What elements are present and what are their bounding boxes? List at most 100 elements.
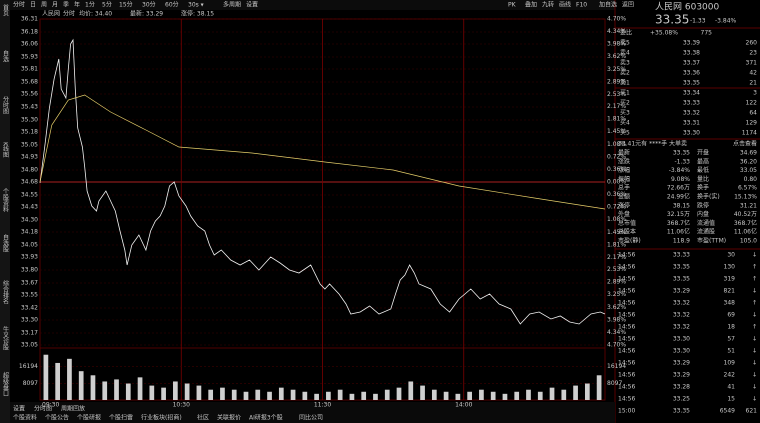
bottom-tab[interactable]: AI研报3个股 xyxy=(249,414,283,422)
tool-button[interactable]: 叠加 xyxy=(525,1,537,9)
side-tab[interactable]: 综合排名 xyxy=(2,279,9,305)
bottom-tab[interactable]: 个股公告 xyxy=(45,414,69,422)
side-tab[interactable]: 牛叉诊股 xyxy=(2,325,9,351)
volume-bar xyxy=(208,389,214,400)
bottom-tab[interactable]: 设置 xyxy=(13,405,25,413)
period-tab[interactable]: 30分 xyxy=(142,1,156,9)
y2-tick-label: 3.62% xyxy=(607,53,626,60)
tool-button[interactable]: 画线 xyxy=(559,1,571,9)
y2-tick-label: 1.45% xyxy=(607,229,626,236)
y-tick-label: 34.43 xyxy=(21,204,38,211)
tool-button[interactable]: F10 xyxy=(576,2,587,9)
book-volume: 122 xyxy=(746,100,758,107)
y-tick-label: 34.68 xyxy=(21,179,38,186)
volume-bar xyxy=(443,391,449,400)
period-tab[interactable]: 设置 xyxy=(246,1,258,9)
bottom-tab[interactable]: 关联报价 xyxy=(217,414,241,422)
period-tab[interactable]: 60分 xyxy=(165,1,179,9)
volume-tick-label: 8097 xyxy=(607,380,622,387)
bottom-tab[interactable]: 个股扫雷 xyxy=(109,414,133,422)
y2-tick-label: 0.36% xyxy=(607,191,626,198)
price-line xyxy=(39,38,606,325)
tick-volume: 30 xyxy=(727,252,735,259)
y-tick-label: 35.81 xyxy=(21,66,38,73)
period-tab[interactable]: 季 xyxy=(63,1,69,9)
stat-label: 跌停 xyxy=(697,201,709,209)
stat-value: 118.9 xyxy=(673,238,690,245)
book-volume: 371 xyxy=(746,60,758,67)
tick-direction: ↑ xyxy=(752,264,757,271)
big-order-link[interactable]: 点击查看 xyxy=(733,140,757,148)
y-tick-label: 34.93 xyxy=(21,154,38,161)
stat-value: 24.99亿 xyxy=(667,193,690,201)
chart-info: 人民网 xyxy=(42,11,60,18)
tick-direction: ↓ xyxy=(752,312,757,319)
bottom-tab[interactable]: 分时图 xyxy=(34,405,52,413)
book-price: 33.35 xyxy=(683,80,700,87)
stat-label: 最低 xyxy=(697,166,709,174)
stat-label: 换手 xyxy=(697,184,709,192)
tool-button[interactable]: 返回 xyxy=(622,2,634,9)
stat-value: 38.15 xyxy=(673,202,690,209)
tick-price: 33.35 xyxy=(673,276,690,283)
bottom-tab[interactable]: 同比公司 xyxy=(299,414,323,422)
tick-price: 33.35 xyxy=(673,408,690,415)
side-tab[interactable]: 首页 xyxy=(2,3,9,17)
last-price: 33.35 xyxy=(655,13,689,27)
period-tab[interactable]: 15分 xyxy=(119,1,133,9)
bottom-tab[interactable]: 社区 xyxy=(197,414,209,422)
bottom-tab[interactable]: 个股资料 xyxy=(13,414,37,422)
stat-label: 外盘 xyxy=(618,210,630,218)
side-tab[interactable]: 分时图 xyxy=(2,95,9,115)
y-tick-label: 35.30 xyxy=(21,117,38,124)
side-tab[interactable]: 自选股 xyxy=(2,233,9,253)
book-label: 卖5 xyxy=(620,40,630,47)
stat-label: 开盘 xyxy=(697,149,709,157)
book-label: 买3 xyxy=(620,109,630,117)
volume-bar xyxy=(431,389,437,400)
y-tick-label: 33.93 xyxy=(21,254,38,261)
stat-value: 11.06亿 xyxy=(734,228,757,236)
tool-button[interactable]: 九转 xyxy=(542,1,554,9)
tick-time: 14:56 xyxy=(618,252,635,259)
tick-volume: 41 xyxy=(727,384,735,391)
side-tab[interactable]: 超级盘口 xyxy=(2,371,9,397)
bottom-tab[interactable]: 行业板块(招商) xyxy=(141,414,182,422)
tool-button[interactable]: 加自选 xyxy=(599,1,617,9)
period-tab[interactable]: 日 xyxy=(30,2,36,9)
tool-button[interactable]: PK xyxy=(508,2,517,9)
volume-bar xyxy=(314,393,319,400)
period-tab[interactable]: 年 xyxy=(74,1,80,9)
chart-info: 涨停: 38.15 xyxy=(181,10,214,18)
side-tab[interactable]: K线图 xyxy=(2,142,9,159)
book-label: 买1 xyxy=(620,89,630,97)
book-label: 卖4 xyxy=(620,50,630,57)
y2-tick-label: 1.45% xyxy=(607,128,626,135)
period-tab[interactable]: 月 xyxy=(52,2,58,9)
x-tick-label: 11:30 xyxy=(314,402,331,409)
side-tab[interactable]: 个股资料 xyxy=(2,188,9,213)
volume-bar xyxy=(302,391,308,400)
period-tab[interactable]: 周 xyxy=(41,2,47,9)
period-tab[interactable]: 分时 xyxy=(13,1,25,9)
period-tab[interactable]: 1分 xyxy=(85,1,95,9)
bottom-tab[interactable]: 周期回放 xyxy=(61,405,85,413)
y2-tick-label: 2.89% xyxy=(607,279,626,286)
y-tick-label: 35.05 xyxy=(21,142,38,149)
period-tab[interactable]: 30s ▾ xyxy=(188,2,204,9)
book-volume: 260 xyxy=(746,40,758,47)
bottom-tab[interactable]: 个股研报 xyxy=(77,414,101,422)
volume-bar xyxy=(161,387,166,400)
volume-bar xyxy=(196,385,202,400)
period-tab[interactable]: 5分 xyxy=(102,1,112,9)
tick-price: 33.28 xyxy=(673,384,690,391)
book-price: 33.39 xyxy=(683,40,700,47)
volume-bar xyxy=(373,393,378,400)
volume-bar xyxy=(114,379,119,400)
tick-direction: 621 xyxy=(746,408,758,415)
stat-value: -3.84% xyxy=(669,167,691,174)
period-tab[interactable]: 多周期 xyxy=(223,1,241,9)
side-tab[interactable]: 自选 xyxy=(2,49,9,63)
volume-bar xyxy=(549,387,555,400)
